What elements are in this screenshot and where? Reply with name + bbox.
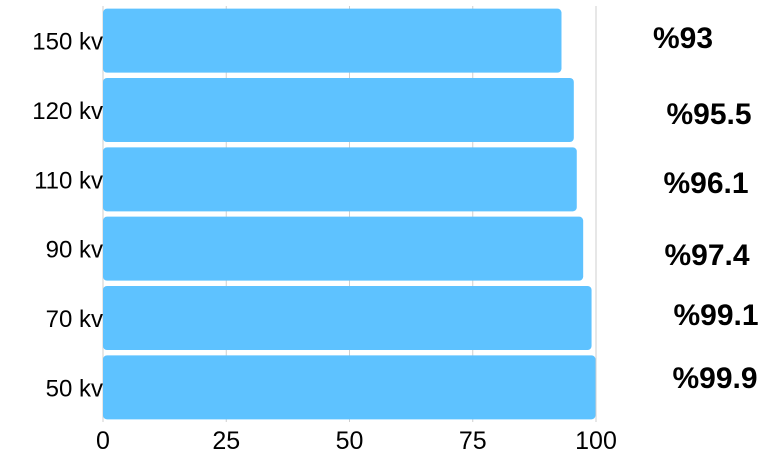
category-label: 50 kv [46,375,103,402]
x-axis-ticks: 0 25 50 75 100 [96,427,617,455]
value-label: %95.5 [666,98,751,131]
x-tick-label: 50 [336,427,364,455]
bar-150-kv [103,8,562,73]
x-tick-label: 75 [459,427,487,455]
value-labels: %93 %95.5 %96.1 %97.4 %99.1 %99.9 [653,22,759,395]
bar-90-kv [103,216,584,281]
bar-70-kv [103,286,592,350]
value-label: %93 [653,22,713,55]
category-label: 90 kv [46,237,103,264]
grid-lines [102,6,597,422]
value-label: %96.1 [663,167,748,200]
category-label: 110 kv [34,167,103,194]
category-label: 120 kv [32,98,103,125]
value-label: %99.1 [673,299,758,332]
bars [103,8,596,420]
x-tick-label: 25 [212,427,240,455]
x-tick-label: 0 [96,427,110,455]
value-label: %99.9 [672,362,757,395]
bar-110-kv [103,147,577,212]
category-label: 150 kv [32,29,103,56]
x-tick-label: 100 [575,427,617,455]
bar-120-kv [103,78,574,142]
value-label: %97.4 [664,239,749,272]
category-label: 70 kv [46,306,103,333]
bar-50-kv [103,355,596,420]
category-labels: 150 kv 120 kv 110 kv 90 kv 70 kv 50 kv [32,29,103,403]
